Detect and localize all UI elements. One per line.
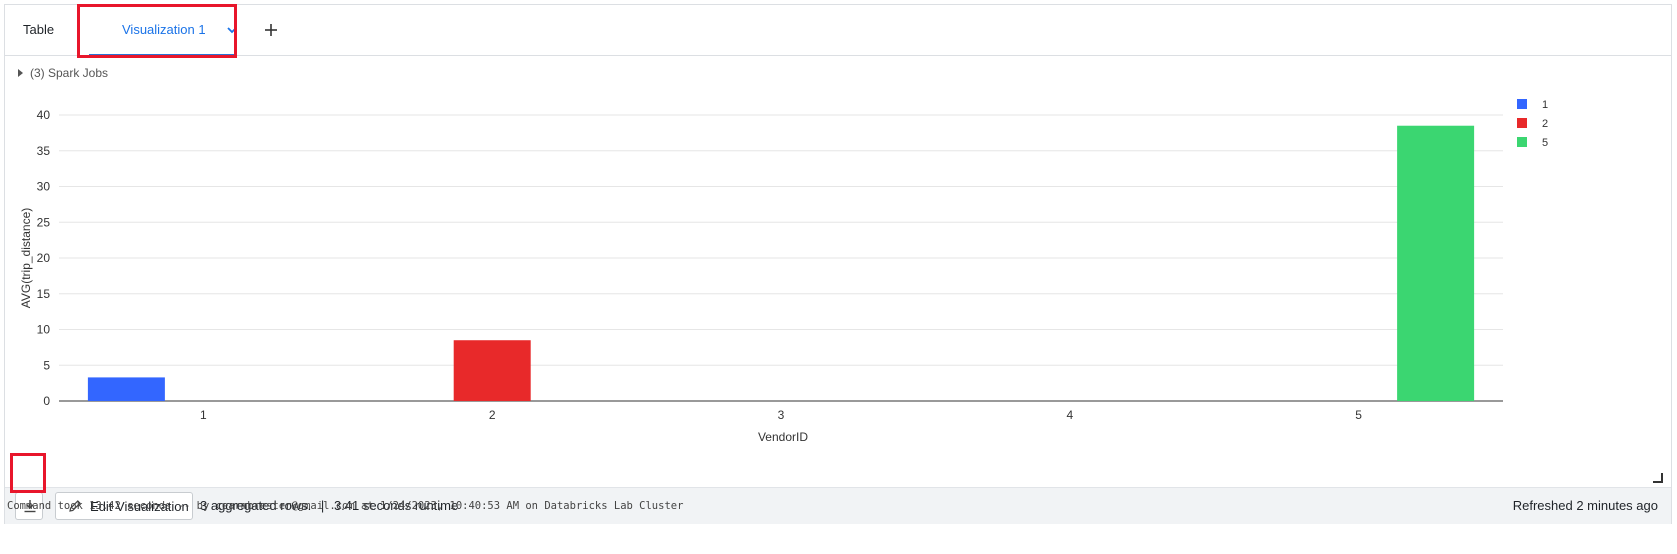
legend-swatch-1 <box>1517 99 1527 109</box>
bar-series-1 <box>87 377 165 401</box>
y-tick-label: 25 <box>37 215 51 229</box>
x-tick-label: 4 <box>1066 408 1073 422</box>
spark-jobs-label: (3) Spark Jobs <box>30 66 109 80</box>
footer-status: 3 aggregated rows. | 3.41 seconds runtim… <box>200 488 458 524</box>
y-tick-label: 35 <box>37 144 51 158</box>
y-tick-label: 10 <box>37 323 51 337</box>
chevron-down-icon[interactable] <box>225 23 239 37</box>
y-tick-label: 0 <box>43 394 50 408</box>
runtime-text: 3.41 seconds runtime <box>333 498 459 513</box>
aggregated-rows-text: 3 aggregated rows. <box>200 498 312 513</box>
pencil-icon <box>69 500 81 512</box>
spark-jobs-toggle[interactable]: (3) Spark Jobs <box>18 65 108 81</box>
bar-series-5 <box>1397 125 1475 401</box>
download-icon <box>24 500 36 513</box>
tab-visualization-1[interactable]: Visualization 1 <box>89 5 245 56</box>
x-tick-label: 5 <box>1355 408 1362 422</box>
x-tick-label: 2 <box>489 408 496 422</box>
bar-series-2 <box>453 340 531 401</box>
legend-label-5: 5 <box>1542 137 1548 149</box>
plus-icon[interactable] <box>263 22 279 38</box>
command-info-text: Command took 13.42 seconds -- by cearmbr… <box>7 500 684 512</box>
tab-visualization-label: Visualization 1 <box>122 22 206 37</box>
resize-handle[interactable] <box>1653 473 1663 483</box>
y-tick-label: 15 <box>37 287 51 301</box>
expand-triangle-icon <box>18 69 23 77</box>
edit-visualization-button[interactable]: Edit Visualization <box>55 492 193 520</box>
visualization-footer: Edit Visualization 3 aggregated rows. | … <box>5 487 1671 524</box>
legend-swatch-5 <box>1517 137 1527 147</box>
visualization-panel: Table Visualization 1 (3) Spark Jobs 0 5 1… <box>4 4 1672 524</box>
refreshed-text: Refreshed 2 minutes ago <box>1512 498 1658 513</box>
tab-bar: Table Visualization 1 <box>5 5 1671 56</box>
x-axis-title: VendorID <box>758 430 808 444</box>
status-separator: | <box>320 498 325 513</box>
active-tab-underline <box>89 54 237 56</box>
y-tick-label: 30 <box>37 180 51 194</box>
x-tick-label: 3 <box>778 408 785 422</box>
y-axis-title: AVG(trip_distance) <box>19 208 33 308</box>
edit-visualization-label: Edit Visualization <box>90 498 189 514</box>
legend-label-2: 2 <box>1542 118 1548 130</box>
legend-swatch-2 <box>1517 118 1527 128</box>
legend-label-1: 1 <box>1542 99 1548 111</box>
y-tick-label: 5 <box>43 358 50 372</box>
y-tick-label: 20 <box>37 251 51 265</box>
x-tick-label: 1 <box>200 408 207 422</box>
y-tick-label: 40 <box>37 108 51 122</box>
tab-table[interactable]: Table <box>23 22 55 37</box>
